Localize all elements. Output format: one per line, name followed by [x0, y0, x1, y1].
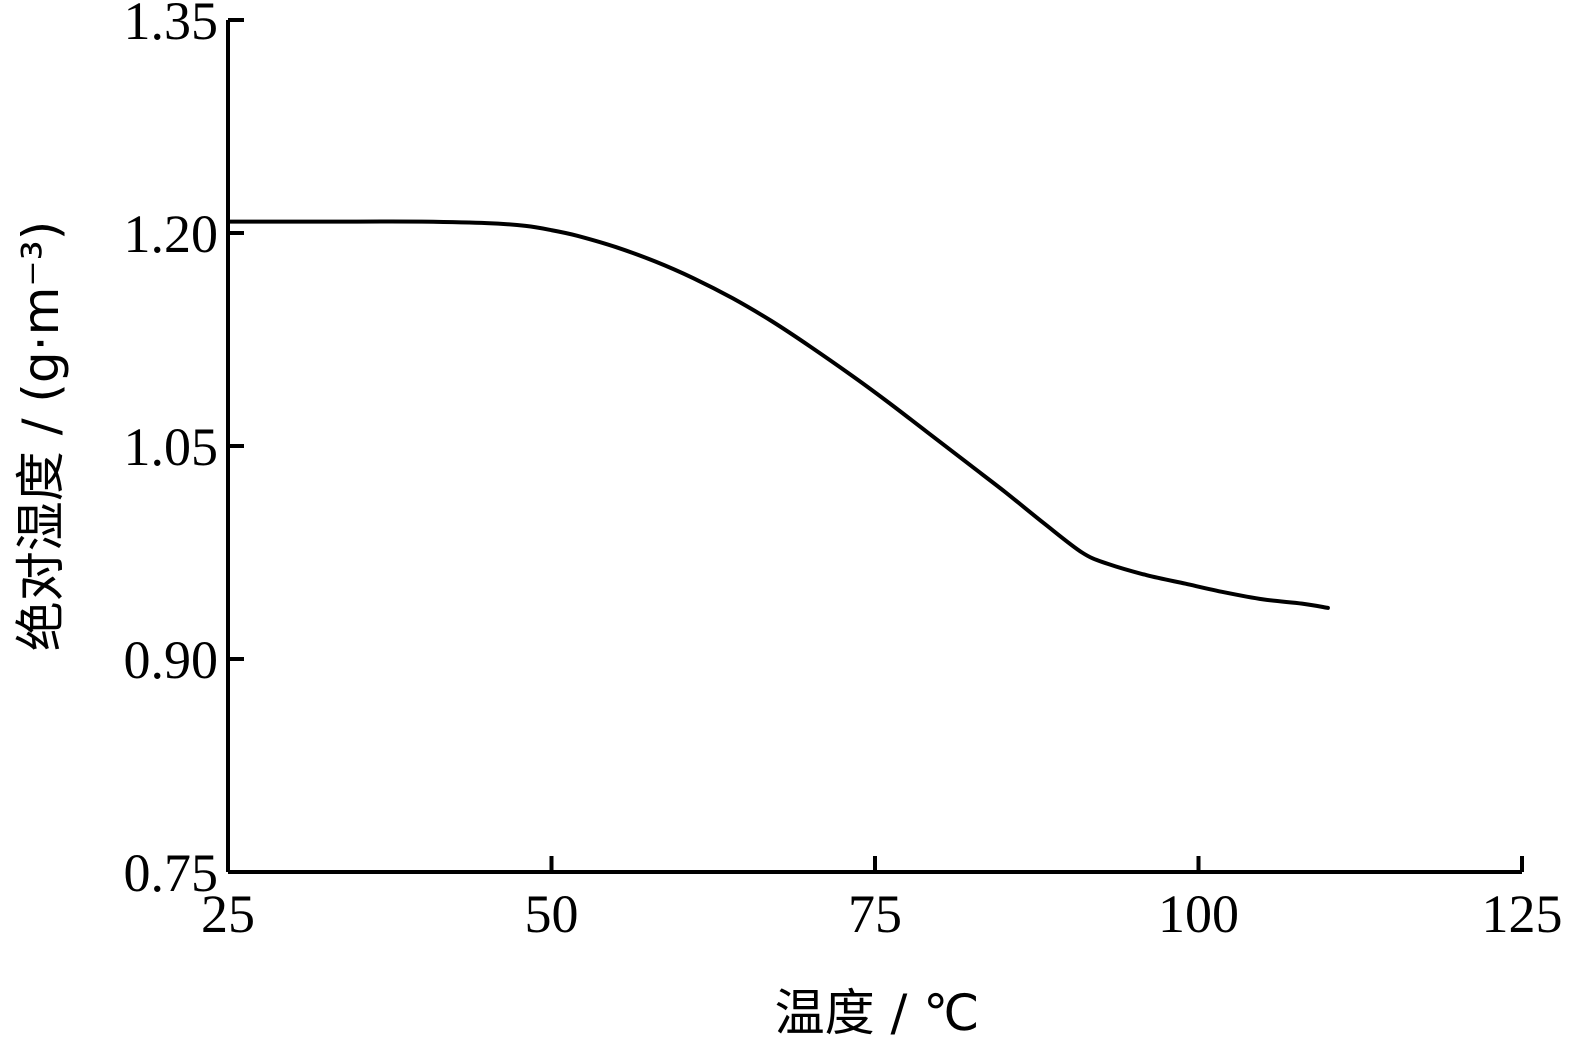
y-ticks: 0.75 0.90 1.05 1.20 1.35 — [124, 0, 244, 903]
x-tick-label: 125 — [1482, 884, 1563, 944]
y-tick-label: 0.75 — [124, 843, 219, 903]
x-ticks: 25 50 75 100 125 — [201, 856, 1563, 944]
y-tick-label: 1.05 — [124, 417, 219, 477]
x-tick-label: 75 — [848, 884, 902, 944]
y-tick-label: 1.20 — [124, 204, 219, 264]
y-tick-label: 1.35 — [124, 0, 219, 51]
x-tick-label: 25 — [201, 884, 255, 944]
axes — [226, 20, 1522, 874]
x-tick-label: 50 — [525, 884, 579, 944]
series-line — [226, 219, 1330, 610]
x-tick-label: 100 — [1158, 884, 1239, 944]
x-axis-title: 温度 / ℃ — [775, 984, 980, 1042]
y-tick-label: 0.90 — [124, 630, 219, 690]
y-axis-title: 绝对湿度 / (g·m⁻³) — [12, 221, 70, 651]
